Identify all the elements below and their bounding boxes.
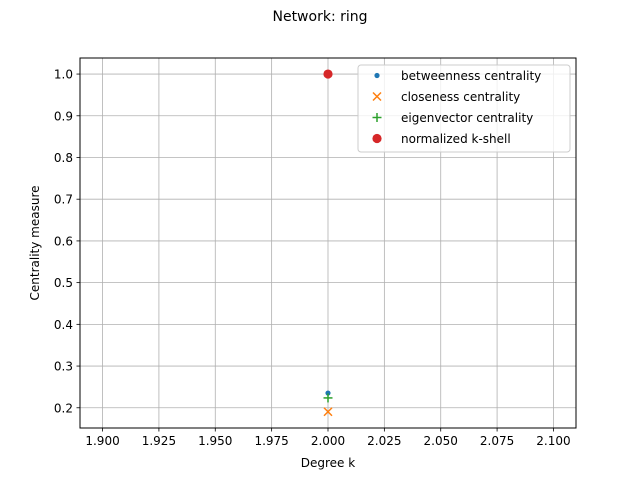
x-axis-label: Degree k (301, 456, 355, 470)
legend-marker-eigenvector-centrality (372, 113, 382, 122)
data-points (323, 69, 333, 417)
legend-marker-normalized-k-shell (372, 133, 382, 144)
y-tick-label: 0.7 (54, 193, 73, 207)
x-tick-label: 1.975 (254, 434, 288, 448)
x-tick-label: 1.950 (198, 434, 232, 448)
x-tick-label: 2.000 (311, 434, 345, 448)
legend-marker-closeness-centrality (372, 91, 382, 102)
y-tick-label: 0.9 (54, 109, 73, 123)
point-eigenvector-centrality (323, 393, 333, 403)
y-tick-label: 0.8 (54, 151, 73, 165)
x-tick-label: 1.900 (85, 434, 119, 448)
y-tick-label: 0.4 (54, 318, 73, 332)
legend-label-normalized-k-shell: normalized k-shell (401, 132, 511, 146)
x-tick-label: 2.050 (424, 434, 458, 448)
legend-label-betweenness-centrality: betweenness centrality (401, 69, 541, 83)
x-tick-label: 1.925 (142, 434, 176, 448)
x-tick-label: 2.100 (536, 434, 570, 448)
legend-label-eigenvector-centrality: eigenvector centrality (401, 111, 533, 125)
y-tick-label: 0.6 (54, 234, 73, 248)
legend-label-closeness-centrality: closeness centrality (401, 90, 520, 104)
y-tick-label: 0.2 (54, 401, 73, 415)
x-tick-label: 2.025 (367, 434, 401, 448)
y-axis-ticks: 0.2 0.3 0.4 0.5 0.6 0.7 0.8 0.9 1.0 (54, 68, 80, 415)
legend: betweenness centrality closeness centrali… (357, 64, 571, 153)
y-tick-label: 0.5 (54, 276, 73, 290)
legend-marker-betweenness-centrality (374, 72, 380, 79)
plot-frame (79, 57, 577, 429)
x-tick-label: 2.075 (480, 434, 514, 448)
y-tick-label: 0.3 (54, 360, 73, 374)
point-betweenness-centrality (325, 390, 331, 396)
y-axis-label: Centrality measure (28, 186, 42, 301)
x-axis-ticks: 1.900 1.925 1.950 1.975 2.000 2.025 2.050 2.075… (85, 428, 571, 448)
point-closeness-centrality (323, 407, 333, 417)
chart-title: Network: ring (272, 9, 367, 25)
y-tick-label: 1.0 (54, 68, 73, 82)
point-normalized-k-shell (323, 69, 333, 79)
legend-box (357, 64, 571, 153)
